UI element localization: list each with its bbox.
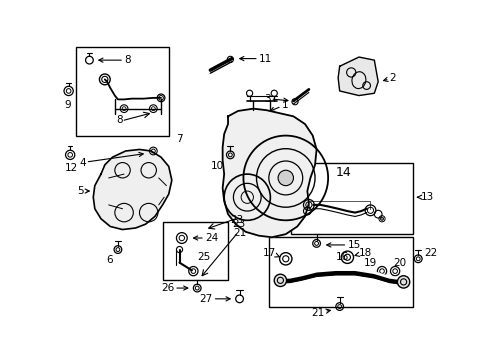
Text: 25: 25 xyxy=(197,252,211,262)
Text: 23: 23 xyxy=(230,215,244,225)
Text: 6: 6 xyxy=(106,255,113,265)
Text: 20: 20 xyxy=(393,258,407,267)
Polygon shape xyxy=(222,109,317,237)
Text: 5: 5 xyxy=(77,186,89,196)
Text: 12: 12 xyxy=(65,163,78,173)
Bar xyxy=(76,47,169,136)
Polygon shape xyxy=(93,149,172,230)
Text: 26: 26 xyxy=(161,283,188,293)
Text: 1: 1 xyxy=(270,100,289,111)
Bar xyxy=(291,163,413,234)
Bar xyxy=(269,237,413,306)
Text: 17: 17 xyxy=(263,248,280,258)
Text: 3: 3 xyxy=(264,94,288,104)
Text: 9: 9 xyxy=(65,100,72,110)
Polygon shape xyxy=(338,57,378,95)
Text: 23: 23 xyxy=(232,219,245,229)
Text: 8: 8 xyxy=(99,55,131,65)
Circle shape xyxy=(274,274,287,287)
Text: 19: 19 xyxy=(364,258,377,267)
Text: 21: 21 xyxy=(233,228,246,238)
Text: 10: 10 xyxy=(211,161,224,171)
Text: 27: 27 xyxy=(199,294,230,304)
Text: 8: 8 xyxy=(117,115,123,125)
Text: 2: 2 xyxy=(384,73,396,83)
Text: 21: 21 xyxy=(311,308,330,318)
Bar xyxy=(163,222,228,280)
Text: 16: 16 xyxy=(336,252,349,262)
Text: 11: 11 xyxy=(240,54,272,64)
Circle shape xyxy=(397,276,410,288)
Circle shape xyxy=(381,217,384,220)
Text: 24: 24 xyxy=(194,233,218,243)
Text: 18: 18 xyxy=(355,248,372,258)
Text: 7: 7 xyxy=(176,134,183,144)
Text: 15: 15 xyxy=(327,240,361,250)
Circle shape xyxy=(278,170,294,186)
Text: 22: 22 xyxy=(424,248,438,258)
Text: 13: 13 xyxy=(417,192,434,202)
Text: 4: 4 xyxy=(79,152,143,167)
Text: 14: 14 xyxy=(336,166,352,179)
